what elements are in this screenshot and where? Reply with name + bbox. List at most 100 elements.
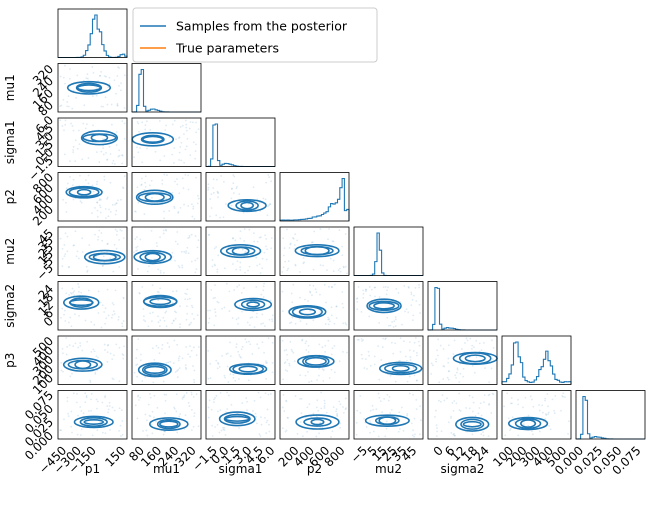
sample-point [249,316,252,319]
sample-point [369,420,371,422]
sample-point [456,371,458,374]
sample-point [464,342,466,344]
sample-point [290,348,293,351]
sample-point [61,307,64,310]
sample-point [118,67,120,69]
sample-point [530,430,533,433]
sample-point [450,415,452,418]
sample-point [104,395,107,397]
panel-frame [427,281,498,331]
histogram-P1 [58,14,128,59]
sample-point [150,179,153,182]
sample-point [115,209,118,212]
sample-point [96,215,99,218]
sample-point [64,82,66,85]
panel-7-0 [57,390,128,440]
sample-point [97,312,100,314]
y-axis-label: mu1 [3,74,17,101]
sample-point [65,353,68,356]
sample-point [420,419,422,422]
sample-point [341,245,344,248]
sample-point [492,393,495,396]
sample-point [293,244,296,246]
sample-point [72,151,75,154]
sample-point [119,424,122,427]
sample-point [192,425,195,428]
sample-point [90,409,93,412]
sample-point [241,345,244,348]
sample-point [302,257,305,259]
sample-point [208,416,210,419]
sample-point [71,362,73,365]
sample-point [392,326,395,328]
sample-point [232,237,234,240]
legend: Samples from the posterior True paramete… [132,7,378,63]
sample-point [165,325,168,328]
sample-point [122,297,125,300]
sample-point [208,399,211,402]
sample-point [472,401,475,404]
sample-point [285,400,288,403]
sample-point [91,434,94,437]
sample-point [137,201,140,204]
sample-point [180,250,183,253]
sample-point [284,260,286,263]
sample-point [480,433,483,436]
panel-6-5 [427,335,498,385]
sample-point [328,318,331,321]
sample-point [322,264,325,267]
sample-point [406,414,408,417]
sample-point [239,266,242,269]
sample-point [270,180,273,183]
sample-point [184,292,187,295]
sample-point [257,391,260,394]
sample-point [490,412,493,414]
sample-point [101,304,104,307]
sample-point [74,160,77,163]
sample-point [378,321,381,324]
density-contour [90,133,109,142]
sample-point [299,397,301,400]
sample-point [69,175,71,178]
sample-point [192,365,194,367]
density-contour [143,294,178,309]
sample-point [133,156,136,159]
sample-point [336,413,339,415]
sample-point [217,363,220,365]
sample-point [478,342,481,345]
sample-point [417,340,420,343]
sample-point [254,204,256,206]
sample-point [281,406,284,409]
sample-point [361,357,364,360]
sample-point [207,349,210,352]
sample-point [215,359,218,362]
sample-point [237,322,239,325]
sample-point [207,309,209,312]
sample-point [144,413,147,416]
sample-point [72,244,75,247]
histogram-P4 [279,177,350,221]
sample-point [97,400,99,403]
sample-point [268,318,271,321]
sample-point [255,256,258,259]
sample-point [215,245,217,248]
panel-frame [131,63,202,113]
panel-frame [131,172,202,222]
sample-point [389,324,392,327]
sample-point [193,415,196,418]
sample-point [59,237,62,240]
sample-point [60,369,63,372]
sample-point [216,268,219,271]
sample-point [473,371,476,374]
sample-point [146,434,149,437]
sample-point [100,105,103,108]
sample-point [472,346,475,349]
sample-point [64,253,67,256]
sample-point [180,159,183,162]
sample-point [439,344,442,347]
sample-point [121,186,124,189]
sample-point [232,192,235,194]
sample-point [529,395,532,398]
sample-point [346,272,348,275]
density-contour [82,133,117,143]
